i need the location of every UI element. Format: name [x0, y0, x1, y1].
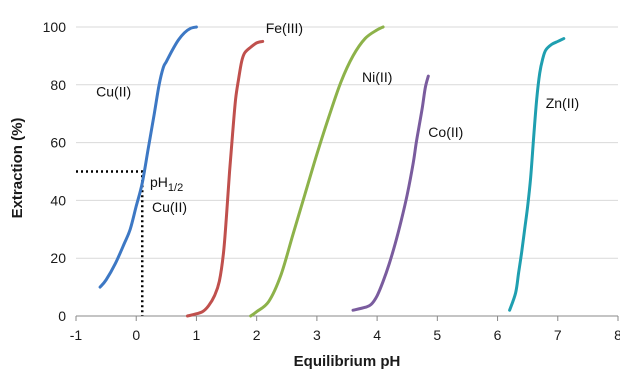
y-tick-label: 40 [50, 192, 66, 208]
x-tick-label: 0 [132, 327, 140, 343]
y-tick-label: 100 [43, 19, 67, 35]
series-line-3 [351, 74, 430, 312]
x-tick-label: 7 [554, 327, 562, 343]
x-tick-label: 8 [614, 327, 620, 343]
x-tick-label: 2 [253, 327, 261, 343]
series-label-4: Zn(II) [546, 95, 579, 111]
y-tick-label: 60 [50, 135, 66, 151]
x-tick-label: 6 [494, 327, 502, 343]
x-tick-label: 5 [433, 327, 441, 343]
x-tick-label: -1 [70, 327, 83, 343]
ph-half-label-subscript: 1/2 [168, 182, 183, 194]
ph-half-label: pH1/2 [150, 174, 183, 194]
series-label-2: Ni(II) [362, 69, 392, 85]
series-lines [98, 25, 566, 318]
series-label-1: Fe(III) [266, 20, 303, 36]
ph-half-label-main: pH [150, 174, 168, 190]
series-line-4 [508, 37, 566, 312]
y-axis-title: Extraction (%) [9, 118, 26, 219]
axes [75, 315, 619, 321]
grid-lines [76, 26, 618, 259]
x-tick-label: 1 [193, 327, 201, 343]
series-line-1 [185, 39, 265, 318]
series-line-2 [249, 25, 385, 318]
ph-half-label-metal: Cu(II) [152, 199, 187, 215]
y-tick-label: 80 [50, 77, 66, 93]
ph-half-reference [76, 170, 144, 316]
series-line-0 [98, 25, 198, 289]
series-label-3: Co(II) [428, 124, 463, 140]
x-tick-label: 3 [313, 327, 321, 343]
y-tick-label: 20 [50, 250, 66, 266]
ph-half-dotted-line [76, 170, 144, 316]
x-tick-label: 4 [373, 327, 381, 343]
series-labels: Cu(II) Fe(III) Ni(II) Co(II) Zn(II) [96, 20, 579, 140]
y-tick-label: 0 [58, 308, 66, 324]
series-label-0: Cu(II) [96, 83, 131, 99]
x-axis-title: Equilibrium pH [294, 353, 401, 370]
